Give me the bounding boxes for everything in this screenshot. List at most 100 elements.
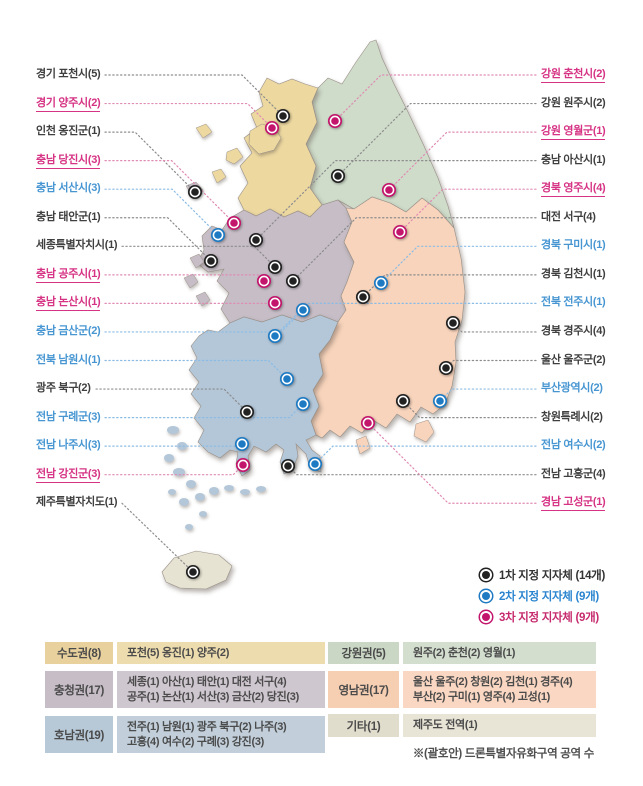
region-name-cell: 충청권(17) xyxy=(45,671,113,708)
region-gyeonggi xyxy=(237,77,323,218)
footnote: ※(괄호안) 드론특별자유화구역 공역 수 xyxy=(412,748,594,760)
map-label-left-4: 충남 서산시(3) xyxy=(36,182,101,195)
detail-line: 고흥(4) 여수(2) 구례(3) 강진(3) xyxy=(127,735,265,748)
region-name-cell: 호남권(19) xyxy=(45,716,113,753)
map-label-right-9: 경북 경주시(4) xyxy=(541,324,606,337)
island xyxy=(179,498,189,506)
map-label-left-6: 세종특별자치시(1) xyxy=(36,239,118,252)
leader-line xyxy=(334,74,537,122)
island xyxy=(195,493,205,501)
map-label-right-1: 강원 원주시(2) xyxy=(541,96,606,109)
map-label-left-9: 충남 금산군(2) xyxy=(36,324,101,337)
legend-item-tier2: 2차 지정 지자체 (9개) xyxy=(478,585,605,606)
map-label-left-15: 제주특별자치도(1) xyxy=(36,496,118,509)
map-dot xyxy=(396,228,404,236)
map-dot xyxy=(268,124,276,132)
region-detail-cell: 포천(5) 옹진(1) 양주(2) xyxy=(117,642,325,664)
map-dot xyxy=(359,293,367,301)
map-label-left-8: 충남 논산시(1) xyxy=(36,295,101,312)
leader-line xyxy=(380,245,537,284)
leader-line xyxy=(337,102,537,177)
detail-line: 전주(1) 남원(1) 광주 북구(2) 나주(3) xyxy=(127,720,287,733)
legend-label: 1차 지정 지자체 (14개) xyxy=(499,569,605,582)
map-label-right-8: 전북 전주시(1) xyxy=(541,296,606,309)
island xyxy=(225,147,244,165)
map-dot xyxy=(283,375,291,383)
island xyxy=(189,253,205,269)
detail-line: 세종(1) 아산(1) 태안(1) 대전 서구(4) xyxy=(127,675,287,688)
island xyxy=(240,489,250,495)
region-name-cell: 수도권(8) xyxy=(45,642,113,664)
legend-item-tier1: 1차 지정 지자체 (14개) xyxy=(478,564,605,585)
map-label-right-3: 충남 아산시(1) xyxy=(541,153,606,166)
region-detail-cell: 세종(1) 아산(1) 태안(1) 대전 서구(4) 공주(1) 논산(1) 서… xyxy=(117,671,325,708)
map-dot xyxy=(230,219,238,227)
leader-line xyxy=(104,131,196,193)
map-label-left-7: 충남 공주시(1) xyxy=(36,267,101,283)
region-name-cell: 기타(1) xyxy=(328,714,399,737)
island xyxy=(186,480,196,488)
map-label-right-15: 경남 고성군(1) xyxy=(541,495,606,512)
island xyxy=(168,489,176,495)
island xyxy=(167,426,179,434)
detail-line: 울산 울주(2) 창원(2) 김천(1) 경주(4) xyxy=(413,675,573,688)
leader-line xyxy=(445,359,537,369)
island xyxy=(185,524,193,530)
leader-line xyxy=(402,400,537,419)
map-dot xyxy=(442,364,450,372)
map-label-left-3: 충남 당진시(3) xyxy=(36,153,101,169)
map-dot xyxy=(243,408,251,416)
map-dot xyxy=(207,257,215,265)
leader-line xyxy=(255,160,537,241)
map-dot xyxy=(399,397,407,405)
map-label-left-1: 경기 양주시(2) xyxy=(36,96,101,112)
map-dot xyxy=(385,186,393,194)
leader-line xyxy=(104,102,273,129)
island xyxy=(413,419,435,443)
map-dot xyxy=(239,461,247,469)
map-dot xyxy=(334,172,342,180)
leader-line xyxy=(439,388,537,402)
detail-line: 제주도 전역(1) xyxy=(413,719,478,731)
leader-line xyxy=(95,388,248,413)
map-dot xyxy=(284,462,292,470)
region-name-cell: 영남권(17) xyxy=(328,671,399,708)
map-dot xyxy=(377,279,385,287)
map-dot xyxy=(299,306,307,314)
map-dot xyxy=(271,332,279,340)
map-label-left-5: 충남 태안군(1) xyxy=(36,210,101,223)
island xyxy=(164,454,174,462)
region-detail-cell: 제주도 전역(1) xyxy=(403,714,596,737)
leader-line xyxy=(274,302,537,337)
detail-line: 포천(5) 옹진(1) 양주(2) xyxy=(127,646,230,659)
island xyxy=(173,468,185,476)
island xyxy=(199,511,207,517)
map-label-right-12: 창원특례시(2) xyxy=(541,410,603,423)
leader-line xyxy=(121,502,194,573)
region-detail-cell: 울산 울주(2) 창원(2) 김천(1) 경주(4) 부산(2) 구미(1) 영… xyxy=(403,671,596,708)
map-label-right-0: 강원 춘천시(2) xyxy=(541,67,606,83)
island xyxy=(224,485,234,491)
leader-line xyxy=(388,131,537,191)
region-jeolla xyxy=(188,314,339,477)
map-dot xyxy=(191,188,199,196)
map-label-right-6: 경북 구미시(1) xyxy=(541,239,606,252)
legend-dot-icon xyxy=(482,570,490,579)
map-dot xyxy=(238,440,246,448)
map-dot xyxy=(271,263,279,271)
leader-line xyxy=(104,359,288,380)
legend-label: 2차 지정 지자체 (9개) xyxy=(499,590,599,603)
leader-line xyxy=(104,74,284,117)
map-label-left-0: 경기 포천시(5) xyxy=(36,68,101,80)
detail-line: 원주(2) 춘천(2) 영월(1) xyxy=(413,646,516,659)
map-dot xyxy=(279,112,287,120)
leader-line xyxy=(314,445,537,465)
legend-dot-icon xyxy=(482,591,490,600)
leader-line xyxy=(367,422,537,504)
island xyxy=(183,273,199,289)
map-label-left-2: 인천 옹진군(1) xyxy=(36,125,101,138)
leader-line xyxy=(452,322,537,333)
map-dot xyxy=(289,277,297,285)
